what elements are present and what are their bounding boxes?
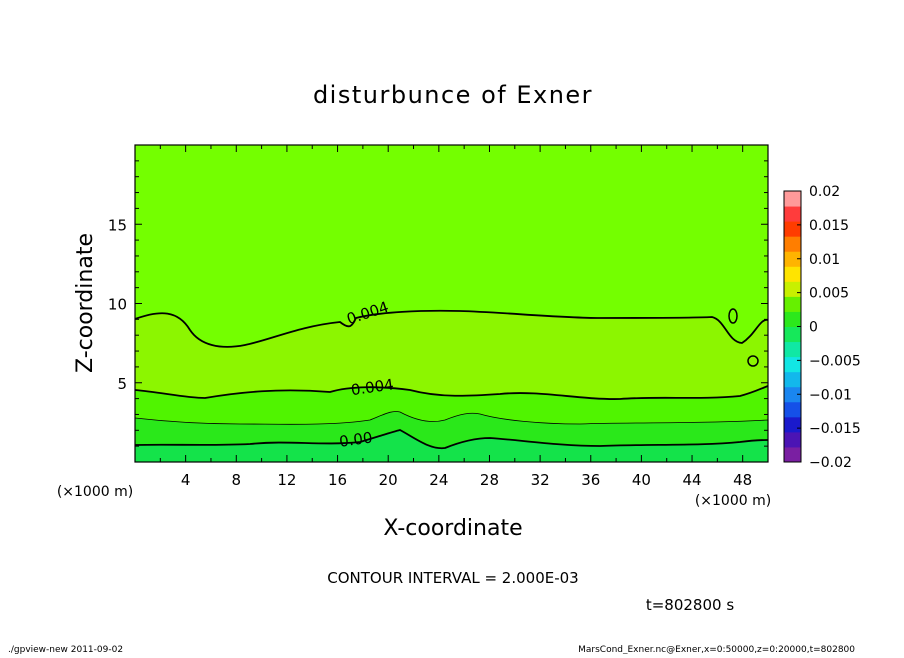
y-axis-label: Z-coordinate: [73, 233, 98, 373]
colorbar-tick-label: 0.02: [809, 184, 840, 200]
x-axis-unit-right: (×1000 m): [695, 493, 771, 509]
x-axis-label: X-coordinate: [383, 516, 522, 541]
x-tick-label: 8: [232, 471, 242, 489]
contour-closed-loop: [747, 355, 759, 367]
x-axis: 4 8 12 16 20 24 28 32 36 40 44 48: [159, 145, 752, 489]
contour-line-0.004-upper: [135, 309, 768, 348]
contour-label: 0.00: [338, 428, 374, 450]
colorbar-tick-label: 0.015: [809, 218, 849, 234]
colorbar-swatch: [784, 401, 801, 418]
contour-closed-loop: [728, 308, 738, 324]
colorbar-tick-label: −0.01: [809, 387, 852, 403]
colorbar-swatch: [784, 371, 801, 388]
colorbar-swatch: [784, 206, 801, 222]
colorbar-swatch: [784, 191, 801, 207]
colorbar-swatch: [784, 296, 801, 312]
x-tick-label: 16: [328, 471, 347, 489]
colorbar-tick-label: −0.02: [809, 455, 852, 471]
contour-line-0.004-lower: [135, 385, 768, 400]
colorbar-swatch: [784, 386, 801, 403]
y-axis: 5 10 15: [108, 160, 768, 447]
colorbar-swatch: [784, 341, 801, 358]
y-tick-label: 15: [108, 216, 127, 234]
contour-line-0.00: [135, 429, 768, 450]
colorbar-tick-label: −0.005: [809, 353, 861, 369]
colorbar-swatch: [784, 236, 801, 252]
colorbar-tick-label: 0: [809, 320, 818, 336]
x-tick-label: 32: [531, 471, 550, 489]
x-tick-label: 28: [480, 471, 499, 489]
colorbar-swatch: [784, 431, 801, 448]
colorbar-tick-label: −0.015: [809, 421, 861, 437]
x-tick-label: 36: [581, 471, 600, 489]
chart-title: disturbunce of Exner: [313, 81, 593, 109]
colorbar-tick-label: 0.01: [809, 252, 840, 268]
x-tick-label: 44: [682, 471, 701, 489]
colorbar-swatch: [784, 281, 801, 297]
x-tick-label: 24: [429, 471, 448, 489]
colorbar-swatch: [784, 221, 801, 237]
colorbar-tick-label: 0.005: [809, 286, 849, 302]
x-tick-label: 12: [277, 471, 296, 489]
footer-left: ./gpview-new 2011-09-02: [8, 645, 123, 654]
colorbar: 0.02 0.015 0.01 0.005 0 −0.005 −0.01 −0.015 −0.0…: [783, 184, 861, 471]
x-tick-label: 20: [379, 471, 398, 489]
x-tick-label: 40: [632, 471, 651, 489]
colorbar-swatch: [784, 446, 801, 463]
colorbar-swatch: [784, 356, 801, 373]
contour-label: 0.004: [350, 375, 395, 399]
y-tick-label: 10: [108, 296, 127, 314]
x-tick-label: 4: [181, 471, 191, 489]
footer-right: MarsCond_Exner.nc@Exner,x=0:50000,z=0:20…: [578, 645, 855, 654]
time-text: t=802800 s: [646, 596, 734, 614]
y-tick-label: 5: [117, 375, 127, 393]
colorbar-swatch: [784, 416, 801, 433]
colorbar-swatch: [784, 251, 801, 267]
x-tick-label: 48: [733, 471, 752, 489]
colorbar-swatch: [784, 311, 801, 327]
contour-interval-text: CONTOUR INTERVAL = 2.000E-03: [327, 569, 578, 587]
contour-line-0.002: [135, 411, 768, 425]
x-axis-unit-left: (×1000 m): [57, 484, 133, 500]
colorbar-swatch: [784, 326, 801, 343]
colorbar-swatch: [784, 266, 801, 282]
